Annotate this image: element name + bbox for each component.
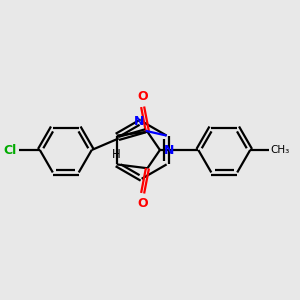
Text: Cl: Cl (4, 143, 17, 157)
Text: O: O (137, 197, 148, 210)
Text: N: N (134, 115, 145, 128)
Text: H: H (112, 148, 121, 161)
Text: O: O (137, 90, 148, 103)
Text: N: N (164, 143, 174, 157)
Text: CH₃: CH₃ (270, 145, 290, 155)
